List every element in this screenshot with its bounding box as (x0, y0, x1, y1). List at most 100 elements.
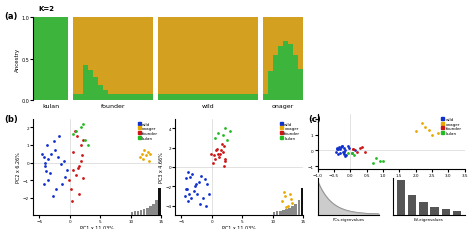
Point (197, 174, 205, 178)
Bar (419, 202, 428, 215)
Point (59, 182, 66, 186)
Point (45, 158, 52, 161)
Point (183, 188, 191, 191)
Bar (98, 18, 103, 86)
Point (189, 172, 196, 176)
Point (344, 152, 351, 155)
Point (219, 151, 227, 155)
Bar (198, 94, 203, 101)
Point (348, 151, 356, 155)
Legend: wild, onager, founder, kulan: wild, onager, founder, kulan (440, 117, 463, 136)
Bar (163, 94, 168, 101)
Point (199, 196, 207, 200)
Point (428, 133, 436, 137)
Point (139, 158, 146, 161)
Bar (73, 18, 78, 94)
Point (48, 152, 55, 156)
Bar (73, 94, 78, 101)
Point (278, 199, 286, 203)
Point (332, 150, 339, 154)
Bar (173, 18, 178, 94)
Point (421, 125, 429, 129)
Bar (248, 18, 253, 94)
Point (281, 194, 289, 198)
Point (221, 158, 228, 161)
X-axis label: PCs-eigenvalues: PCs-eigenvalues (332, 217, 365, 221)
Bar (243, 18, 248, 94)
Point (353, 151, 361, 154)
Bar (188, 94, 193, 101)
Bar (148, 18, 153, 94)
Point (338, 144, 346, 148)
Point (210, 154, 218, 158)
Point (339, 151, 347, 154)
Bar (83, 66, 88, 101)
Bar (128, 18, 133, 94)
Bar (293, 18, 298, 55)
X-axis label: EV-eigenvalues: EV-eigenvalues (414, 217, 444, 221)
Point (218, 142, 226, 146)
Point (379, 160, 387, 164)
Point (337, 146, 345, 150)
Bar (213, 18, 218, 94)
Point (63, 168, 71, 172)
Point (74, 166, 82, 170)
Bar (143, 18, 148, 94)
Point (40, 182, 47, 186)
Point (78, 159, 85, 163)
Point (41, 161, 48, 165)
X-axis label: PC1 x 11.03%: PC1 x 11.03% (222, 225, 256, 229)
Bar (268, 18, 273, 72)
Bar (442, 209, 450, 215)
Bar (253, 94, 258, 101)
Point (334, 153, 342, 156)
Point (69, 133, 77, 137)
Point (181, 194, 188, 198)
Bar (93, 78, 98, 101)
Bar (178, 18, 183, 94)
Point (340, 147, 348, 150)
Point (217, 149, 225, 153)
Point (289, 201, 296, 204)
Point (333, 146, 341, 150)
Point (60, 159, 67, 163)
Bar (113, 18, 118, 94)
Point (182, 188, 190, 191)
Bar (78, 18, 83, 94)
Point (42, 170, 50, 173)
Bar (203, 94, 208, 101)
Bar (123, 18, 128, 94)
Point (136, 156, 144, 159)
Point (280, 190, 288, 194)
Point (418, 122, 426, 126)
Point (350, 148, 357, 152)
Point (142, 154, 150, 158)
Point (196, 202, 203, 206)
Point (342, 149, 349, 153)
Point (425, 128, 432, 132)
Point (69, 168, 77, 172)
Point (221, 160, 229, 163)
Bar (198, 18, 203, 94)
Bar (273, 18, 278, 55)
Bar (430, 207, 439, 215)
Bar (33, 18, 38, 101)
Bar (238, 94, 243, 101)
Point (68, 199, 76, 203)
Point (205, 192, 213, 196)
Bar (168, 94, 173, 101)
Bar (298, 69, 303, 101)
Bar (283, 18, 288, 41)
Point (221, 127, 229, 131)
Point (72, 129, 80, 133)
Bar (38, 18, 43, 101)
Point (214, 132, 222, 135)
Point (336, 152, 344, 155)
Point (203, 183, 211, 186)
Point (342, 154, 349, 158)
Point (210, 161, 217, 165)
Point (286, 192, 294, 196)
Bar (123, 94, 128, 101)
Point (376, 159, 383, 163)
Point (211, 136, 219, 140)
